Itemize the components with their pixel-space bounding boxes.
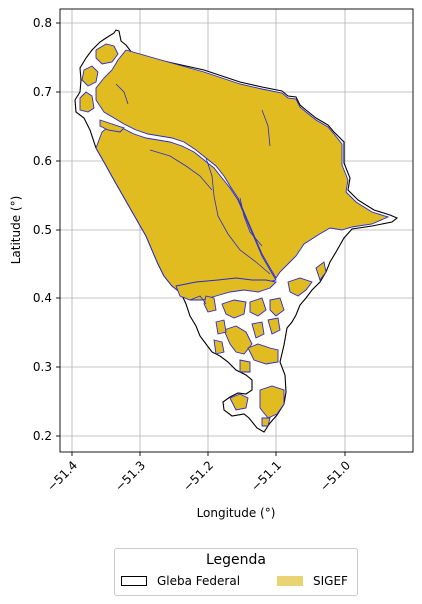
y-axis-label: Latitude (°) [9, 196, 23, 265]
x-tick-label: −51.0 [317, 458, 353, 494]
sigef-parcel [269, 297, 285, 317]
sigef-parcel [261, 417, 271, 427]
sigef-parcel [215, 319, 227, 335]
sigef-parcel [229, 393, 249, 411]
y-tick-label: 0.8 [33, 16, 52, 30]
sigef-parcel [287, 277, 313, 297]
sigef-parcel [247, 343, 279, 365]
x-axis-label: Longitude (°) [197, 506, 276, 520]
sigef-parcel [221, 299, 247, 319]
sigef-parcel [79, 91, 95, 113]
legend-item-gleba-federal: Gleba Federal [157, 574, 241, 588]
legend: Legenda Gleba Federal SIGEF [114, 548, 358, 596]
legend-title: Legenda [205, 552, 266, 568]
y-tick-label: 0.3 [33, 360, 52, 374]
y-tick-label: 0.7 [33, 85, 52, 99]
x-tick-label: −51.1 [248, 458, 284, 494]
sigef-parcel [315, 261, 327, 281]
y-tick-label: 0.2 [33, 429, 52, 443]
axes-frame [59, 8, 414, 453]
sigef-parcel [267, 317, 281, 335]
sigef-parcel [249, 297, 267, 317]
sigef-parcel [81, 65, 99, 87]
sigef-parcel [95, 49, 390, 279]
y-tick-label: 0.6 [33, 154, 52, 168]
sigef-parcel [203, 295, 217, 313]
y-tick-label: 0.4 [33, 291, 52, 305]
x-tick-label: −51.4 [44, 458, 80, 494]
gleba-federal-swatch [121, 576, 147, 586]
x-tick-label: −51.3 [112, 458, 148, 494]
sigef-parcels [79, 43, 390, 427]
legend-item-sigef: SIGEF [313, 574, 348, 588]
sigef-parcel [175, 277, 277, 301]
sigef-parcel [251, 321, 265, 339]
tick-marks [56, 22, 346, 456]
sigef-parcel [99, 119, 125, 133]
x-tick-label: −51.2 [180, 458, 216, 494]
y-tick-label: 0.5 [33, 223, 52, 237]
sigef-parcel [95, 123, 277, 295]
sigef-swatch [277, 576, 303, 586]
parcel-boundaries [115, 83, 271, 305]
sigef-parcel [95, 43, 119, 65]
sigef-parcel [259, 385, 285, 419]
sigef-parcel [239, 359, 251, 373]
sigef-parcel [213, 339, 225, 355]
